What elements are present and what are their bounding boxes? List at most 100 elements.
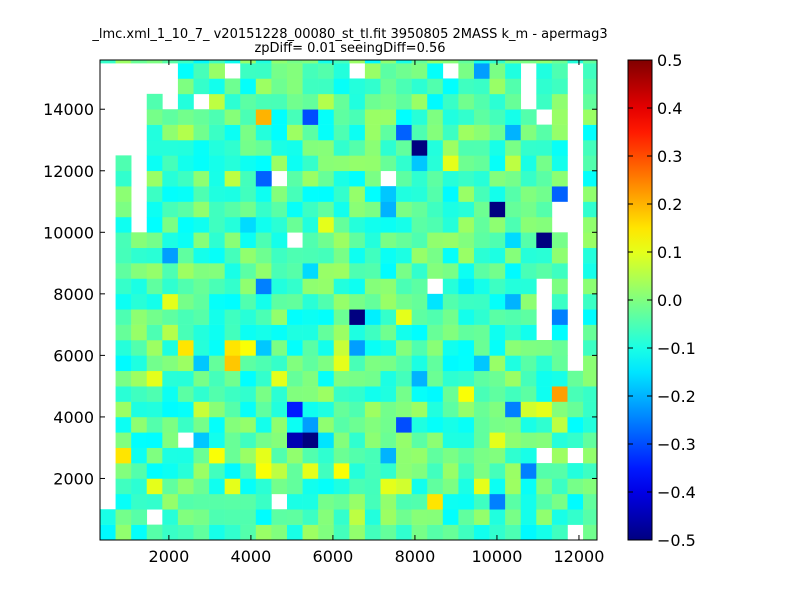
heatmap-cell [209,370,225,387]
heatmap-cell [458,232,475,248]
heatmap-cell [349,155,366,172]
heatmap-cell [427,232,444,248]
colorbar-tick-label: −0.2 [657,387,696,406]
heatmap-cell [536,247,553,264]
heatmap-cell [162,386,179,402]
heatmap-cell [489,63,506,79]
heatmap-cell [302,340,319,356]
heatmap-cell [115,293,132,310]
heatmap-cell [193,140,210,156]
heatmap-cell [146,463,163,479]
heatmap-cell [224,109,241,125]
heatmap-cell [286,370,303,387]
heatmap-cell [240,247,257,264]
heatmap-cell [583,201,598,218]
heatmap-cell [177,309,194,325]
heatmap-cell [209,524,225,541]
heatmap-cell [505,186,522,202]
colorbar: 0.5 0.4 0.3 0.2 0.1 0.0 −0.1 −0.2 −0.3 −0.4 −0.5 [627,51,696,550]
heatmap-cell [271,293,288,310]
heatmap-cell [583,355,598,372]
heatmap-cell [473,493,490,510]
heatmap-cell [349,340,366,356]
heatmap-cell [224,170,241,187]
heatmap-cell [551,370,568,387]
heatmap-cell [177,355,194,372]
heatmap-cell [442,186,459,202]
heatmap-cell [583,278,598,295]
heatmap-cell [505,463,522,479]
heatmap-cell [115,186,132,202]
heatmap-cell [583,247,598,264]
heatmap-cell [302,124,319,141]
heatmap-cell [193,493,210,510]
heatmap-cell [458,524,475,541]
heatmap-cell [146,140,163,156]
heatmap-cell [302,416,319,433]
heatmap-cell [131,416,148,433]
heatmap-cell [255,140,272,156]
heatmap-cell [396,401,412,418]
heatmap-cell [505,478,522,495]
heatmap-cell [520,201,537,218]
heatmap-cell [458,509,475,525]
heatmap-cell [364,401,381,418]
heatmap-cell [115,386,132,402]
heatmap-cell [583,386,598,402]
heatmap-cell [302,309,319,325]
heatmap-cell [380,201,397,218]
heatmap-cell [162,232,179,248]
heatmap-cell [302,155,319,172]
heatmap-cell [489,416,506,433]
heatmap-cell [146,401,163,418]
heatmap-cell [193,216,210,233]
heatmap-cell [146,416,163,433]
heatmap-cell [271,109,288,125]
heatmap-cell [224,60,241,64]
heatmap-cell [286,355,303,372]
heatmap-cell [146,93,163,110]
heatmap-cell [131,509,148,525]
heatmap-cell [551,60,568,64]
y-tick-label: 12000 [43,162,94,181]
heatmap-cell [209,293,225,310]
heatmap-cell [489,216,506,233]
heatmap-cell [364,263,381,279]
heatmap-cell [551,401,568,418]
heatmap-cell [505,93,522,110]
heatmap-cell [364,324,381,341]
heatmap-cell [333,124,350,141]
heatmap-cell [286,170,303,187]
heatmap-cell [411,416,428,433]
heatmap-cell [255,463,272,479]
heatmap-cell [364,293,381,310]
heatmap-cell [396,232,412,248]
heatmap-cell [427,140,444,156]
heatmap-cell [349,324,366,341]
heatmap-cell [193,401,210,418]
heatmap-cell [473,124,490,141]
heatmap-cell [349,432,366,448]
heatmap-cell [255,78,272,95]
heatmap-cell [551,447,568,464]
heatmap-cell [240,63,257,79]
heatmap-cell [396,324,412,341]
heatmap-cell [146,201,163,218]
heatmap-cell [567,386,584,402]
heatmap-cell [349,124,366,141]
heatmap-cell [380,478,397,495]
heatmap-cell [255,109,272,125]
heatmap-cell [255,278,272,295]
heatmap-cell [209,416,225,433]
heatmap-cell [520,432,537,448]
heatmap-cell [193,386,210,402]
heatmap-cell [318,140,335,156]
heatmap-cell [162,216,179,233]
heatmap-cell [427,124,444,141]
heatmap-cell [458,309,475,325]
heatmap-cell [115,216,132,233]
heatmap-cell [380,155,397,172]
heatmap-cell [583,232,598,248]
heatmap-cell [224,216,241,233]
heatmap-cell [224,340,241,356]
